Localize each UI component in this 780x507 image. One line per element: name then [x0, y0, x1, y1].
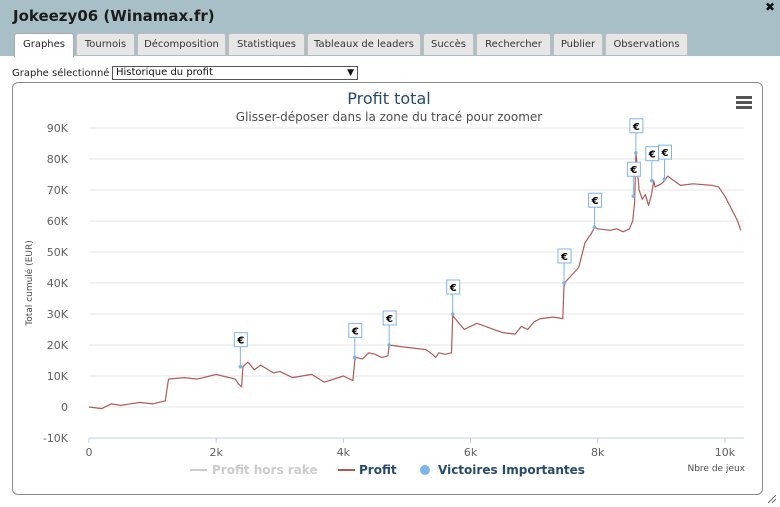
y-tick-label: 30K — [47, 308, 69, 321]
window-title: Jokeezy06 (Winamax.fr) — [13, 7, 215, 25]
victoire-marker[interactable]: € — [446, 279, 461, 316]
victoire-marker-label: € — [351, 326, 359, 337]
chart-title: Profit total — [347, 89, 430, 108]
victoire-marker-point — [387, 343, 391, 347]
victoire-marker[interactable]: € — [382, 310, 397, 347]
victoire-marker-point — [592, 225, 597, 229]
y-tick-label: -10K — [43, 432, 69, 445]
victoire-marker[interactable]: € — [557, 248, 572, 285]
victoire-marker-flag — [626, 161, 641, 177]
tab-tableaux-de-leaders[interactable]: Tableaux de leaders — [307, 33, 421, 55]
tab-rechercher[interactable]: Rechercher — [476, 33, 551, 55]
x-tick-label: 0 — [86, 446, 93, 459]
victoire-marker-label: € — [648, 150, 656, 161]
x-tick-label: 10k — [715, 446, 736, 459]
victoire-marker-flag — [233, 332, 248, 348]
x-axis-ticks: 0 2k 4k 6k 8k 10k — [86, 437, 744, 459]
victoire-marker-label: € — [632, 122, 640, 133]
victoire-marker-flag — [629, 118, 644, 134]
resize-grip-icon[interactable] — [768, 495, 776, 503]
victoire-marker-flag — [382, 310, 397, 326]
tab-succes[interactable]: Succès — [423, 33, 474, 55]
y-tick-label: 10K — [47, 370, 69, 383]
chart-menu-icon[interactable] — [736, 96, 752, 109]
chart-grid — [89, 127, 744, 439]
victoire-marker-label: € — [591, 196, 599, 207]
tab-observations[interactable]: Observations — [605, 33, 688, 55]
victoire-marker-label: € — [385, 314, 393, 325]
tab-tournois[interactable]: Tournois — [76, 33, 135, 55]
victoire-marker-flag — [588, 192, 603, 208]
victoire-marker-flag — [348, 322, 363, 338]
y-tick-label: 80K — [47, 153, 69, 166]
y-tick-label: 20K — [47, 339, 69, 352]
victoire-marker-point — [238, 364, 243, 369]
close-icon[interactable]: ✖ — [764, 0, 775, 14]
victoire-marker[interactable]: € — [233, 332, 248, 369]
victoire-marker-label: € — [560, 252, 568, 263]
victoire-marker-label: € — [661, 148, 669, 159]
victoire-marker[interactable]: € — [629, 118, 644, 155]
y-tick-label: 0 — [61, 401, 68, 414]
y-tick-label: 70K — [47, 184, 69, 197]
victoire-marker[interactable]: € — [626, 161, 641, 198]
victoire-marker[interactable]: € — [645, 146, 660, 183]
victoire-marker-point — [631, 194, 636, 198]
victoire-marker[interactable]: € — [658, 144, 673, 181]
victoire-marker[interactable]: € — [588, 192, 603, 229]
chart-markers: € € € € € € € € € € — [233, 118, 673, 369]
y-tick-label: 60K — [47, 215, 69, 228]
chart-series — [88, 152, 742, 410]
x-tick-label: 6k — [464, 446, 478, 459]
graph-select[interactable]: Historique du profit ▼ — [112, 66, 358, 80]
profit-chart[interactable]: -10K 0 10K 20K 30K 40K 50K 60K 70K 80K 90K 0 2k 4k 6k… — [13, 83, 762, 494]
legend-item-profit-hors-rake[interactable]: Profit hors rake — [212, 463, 318, 477]
y-tick-label: 40K — [47, 277, 69, 290]
legend-item-profit[interactable]: Profit — [359, 463, 397, 477]
victoire-marker-point — [649, 178, 654, 183]
chart-legend: Profit hors rake Profit Victoires Import… — [190, 463, 585, 477]
victoire-marker-flag — [658, 144, 673, 160]
chart-panel: -10K 0 10K 20K 30K 40K 50K 60K 70K 80K 90K 0 2k 4k 6k… — [12, 82, 763, 495]
victoire-marker-point — [562, 281, 566, 285]
y-tick-label: 90K — [47, 122, 69, 135]
x-axis-label: Nbre de jeux — [687, 464, 745, 474]
victoire-marker-flag — [557, 248, 572, 264]
graph-select-value: Historique du profit — [116, 67, 213, 78]
tab-graphes[interactable]: Graphes — [14, 33, 74, 57]
victoire-marker-point — [634, 151, 638, 155]
victoire-marker-point — [662, 177, 667, 181]
chart-subtitle: Glisser-déposer dans la zone du tracé po… — [236, 110, 542, 124]
x-tick-label: 4k — [337, 446, 351, 459]
victoire-marker-label: € — [236, 336, 244, 347]
victoire-marker-flag — [446, 279, 461, 295]
y-axis-ticks: -10K 0 10K 20K 30K 40K 50K 60K 70K 80K 90K — [43, 122, 69, 445]
y-tick-label: 50K — [47, 246, 69, 259]
legend-swatch-victoires — [420, 465, 430, 475]
series-line-profit — [88, 152, 742, 410]
legend-item-victoires-importantes[interactable]: Victoires Importantes — [438, 463, 585, 477]
victoire-marker-point — [450, 312, 455, 316]
victoire-marker-label: € — [629, 165, 637, 176]
x-tick-label: 2k — [209, 446, 223, 459]
victoire-marker[interactable]: € — [348, 322, 363, 360]
x-tick-label: 8k — [591, 446, 605, 459]
tab-decomposition[interactable]: Décomposition — [137, 33, 226, 55]
tab-publier[interactable]: Publier — [553, 33, 603, 55]
victoire-marker-point — [353, 355, 357, 360]
chevron-down-icon: ▼ — [347, 68, 354, 78]
y-axis-label: Total cumulé (EUR) — [24, 240, 35, 326]
victoire-marker-label: € — [449, 283, 457, 294]
tab-statistiques[interactable]: Statistiques — [228, 33, 305, 55]
graph-select-label: Graphe sélectionné : — [12, 68, 116, 79]
